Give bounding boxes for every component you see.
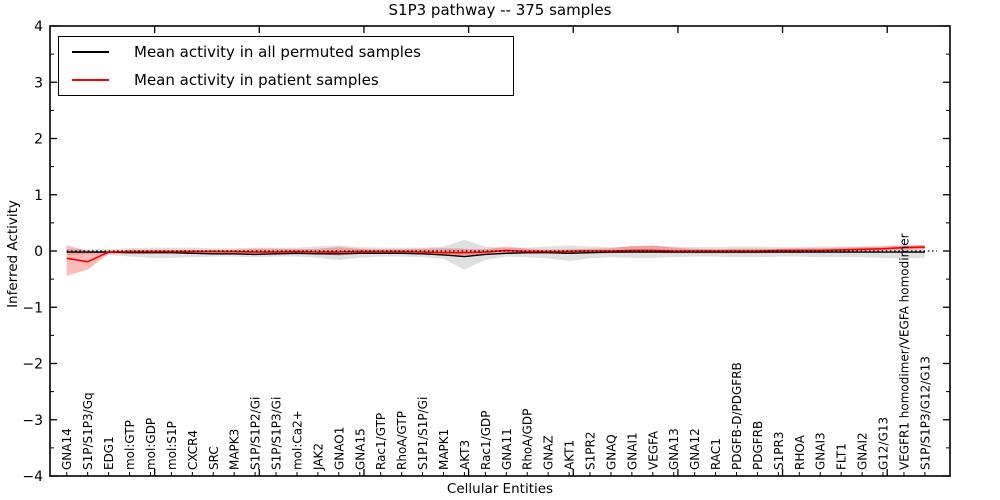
y-tick-label: −4 (22, 469, 43, 485)
x-tick-label: GNA11 (500, 428, 514, 470)
x-tick-label: AKT1 (563, 440, 577, 470)
y-tick-label: 0 (34, 244, 43, 260)
x-tick-label: GNA15 (353, 428, 367, 470)
x-tick-label: GNAI1 (625, 432, 639, 470)
mean-line-permuted (66, 251, 925, 258)
legend-entry-permuted: Mean activity in all permuted samples (59, 39, 513, 65)
y-tick-label: −2 (22, 357, 43, 373)
confidence-band-permuted (66, 239, 925, 270)
x-tick-label: Rac1/GDP (479, 411, 493, 470)
chart-title: S1P3 pathway -- 375 samples (388, 1, 612, 19)
x-tick-label: PDGFB-D/PDGFRB (730, 362, 744, 470)
x-tick-label: GNA14 (60, 428, 74, 470)
x-tick-label: GNAI2 (856, 432, 870, 470)
x-tick-label: RhoA/GTP (395, 411, 409, 470)
legend: Mean activity in all permuted samples Me… (58, 36, 514, 96)
y-tick-label: 1 (34, 188, 43, 204)
y-tick-label: −3 (22, 413, 43, 429)
legend-entry-patient: Mean activity in patient samples (59, 67, 513, 93)
x-tick-label: mol:Ca2+ (290, 410, 304, 470)
x-tick-label: GNA12 (688, 428, 702, 470)
x-tick-label: mol:GTP (123, 420, 137, 470)
legend-line-patient-icon (72, 79, 109, 81)
x-tick-label: GNAO1 (332, 427, 346, 470)
y-tick-label: 3 (34, 75, 43, 91)
x-tick-label: S1PR3 (772, 432, 786, 470)
x-tick-label: AKT3 (458, 440, 472, 470)
x-tick-label: MAPK3 (228, 429, 242, 470)
x-tick-label: GNAZ (542, 435, 556, 470)
y-tick-label: −1 (22, 300, 43, 316)
x-tick-label: RhoA/GDP (521, 409, 535, 470)
x-tick-label: CXCR4 (186, 430, 200, 470)
x-tick-label: GNA13 (667, 428, 681, 470)
x-tick-label: SRC (207, 446, 221, 470)
x-tick-label: S1P/S1P3/Gq (81, 392, 95, 470)
x-tick-label: S1P1/S1P/Gi (416, 397, 430, 470)
x-tick-label: VEGFR1 homodimer/VEGFA homodimer (897, 233, 911, 470)
legend-label-patient: Mean activity in patient samples (134, 71, 379, 89)
x-axis-label: Cellular Entities (446, 481, 554, 497)
x-tick-label: GNAQ (604, 434, 618, 470)
x-tick-label: mol:S1P (165, 421, 179, 470)
y-tick-label: 4 (34, 19, 43, 35)
x-tick-label: Rac1/GTP (374, 413, 388, 470)
legend-label-permuted: Mean activity in all permuted samples (134, 43, 421, 61)
x-tick-label: PDGFRB (751, 421, 765, 470)
x-tick-label: mol:GDP (144, 418, 158, 470)
x-tick-label: RAC1 (709, 438, 723, 470)
x-tick-label: S1P/S1P3/G12/G13 (918, 356, 932, 470)
x-tick-label: RHOA (793, 434, 807, 470)
x-tick-label: EDG1 (102, 436, 116, 470)
x-tick-label: S1P/S1P3/Gi (270, 397, 284, 470)
x-tick-label: MAPK1 (437, 429, 451, 470)
x-tick-label: S1PR2 (584, 432, 598, 470)
legend-line-permuted-icon (72, 51, 109, 53)
x-tick-label: VEGFA (646, 430, 660, 470)
y-tick-label: 2 (34, 132, 43, 148)
x-tick-label: G12/G13 (877, 417, 891, 470)
x-tick-label: S1P/S1P2/Gi (249, 397, 263, 470)
x-tick-label: FLT1 (835, 443, 849, 470)
x-tick-label: JAK2 (311, 443, 325, 471)
x-tick-label: GNAI3 (814, 432, 828, 470)
